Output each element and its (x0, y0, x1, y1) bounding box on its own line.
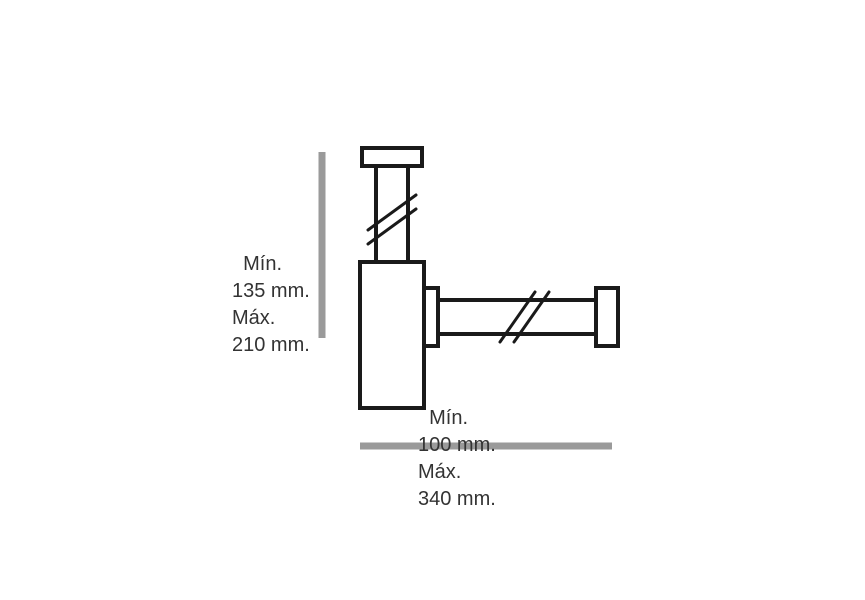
horizontal-dimension-label: Mín. 100 mm. Máx. 340 mm. (418, 378, 496, 513)
v-max-label: Máx. (232, 307, 275, 329)
h-min-value: 100 mm. (418, 434, 496, 456)
siphon-outline (360, 148, 618, 408)
v-max-value: 210 mm. (232, 334, 310, 356)
wall-flange (596, 288, 618, 346)
top-flange (362, 148, 422, 166)
vertical-dimension-label: Mín. 135 mm. Máx. 210 mm. (232, 224, 310, 359)
h-min-label: Mín. (429, 407, 468, 429)
h-max-label: Máx. (418, 461, 461, 483)
v-min-label: Mín. (243, 253, 282, 275)
v-min-value: 135 mm. (232, 280, 310, 302)
body-side-flange (424, 288, 438, 346)
h-max-value: 340 mm. (418, 488, 496, 510)
trap-body (360, 262, 424, 408)
